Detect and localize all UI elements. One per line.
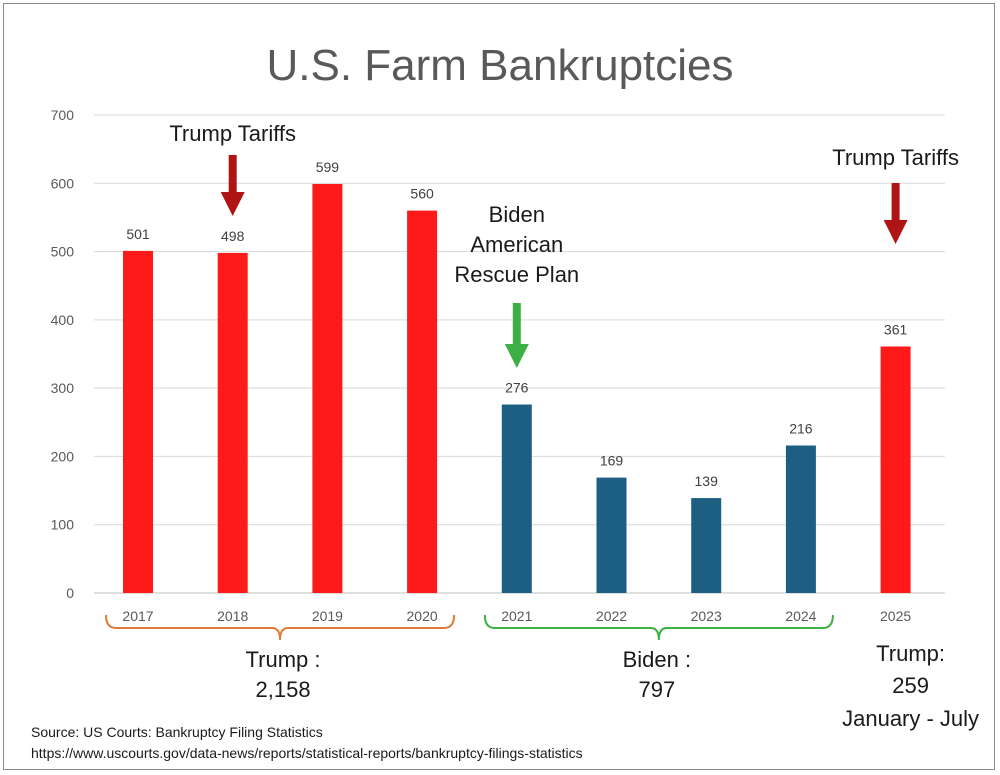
y-tick-label: 100 <box>51 517 75 533</box>
annotation-text: Trump Tariffs <box>832 145 959 170</box>
y-tick-label: 700 <box>51 107 75 123</box>
x-tick-label: 2025 <box>880 608 911 624</box>
group-bracket <box>483 614 834 641</box>
x-tick-label: 2023 <box>691 608 722 624</box>
x-tick-label: 2020 <box>407 608 438 624</box>
x-tick-label: 2021 <box>501 608 532 624</box>
bar-2022 <box>596 477 627 593</box>
bar-2020 <box>407 210 438 593</box>
source-note: Source: US Courts: Bankruptcy Filing Sta… <box>31 724 323 740</box>
y-tick-label: 0 <box>66 585 74 601</box>
bar-2023 <box>691 498 722 593</box>
data-label: 139 <box>695 473 719 489</box>
group-total: 797 <box>638 677 675 702</box>
bar-2025 <box>880 346 911 593</box>
annotation-text: American <box>470 232 563 257</box>
data-label: 169 <box>600 453 624 469</box>
group-period: January - July <box>842 706 979 731</box>
group-label: Trump: <box>876 641 945 666</box>
y-tick-label: 500 <box>51 244 75 260</box>
group-total: 2,158 <box>256 677 311 702</box>
data-label: 498 <box>221 228 245 244</box>
annotation-arrow <box>220 155 245 216</box>
x-tick-label: 2022 <box>596 608 627 624</box>
group-bracket <box>105 614 456 641</box>
annotation-text: Biden <box>489 202 545 227</box>
x-tick-label: 2017 <box>122 608 153 624</box>
bar-2024 <box>785 445 816 593</box>
group-label: Biden : <box>623 647 692 672</box>
data-label: 599 <box>316 159 340 175</box>
chart-frame <box>3 3 995 770</box>
x-tick-label: 2019 <box>312 608 343 624</box>
data-label: 216 <box>789 421 813 437</box>
bar-2017 <box>123 250 153 594</box>
group-total: 259 <box>892 673 929 698</box>
y-tick-label: 300 <box>51 380 75 396</box>
data-label: 501 <box>126 226 150 242</box>
annotation-text: Trump Tariffs <box>169 121 296 146</box>
y-tick-label: 400 <box>51 312 75 328</box>
group-label: Trump : <box>246 647 321 672</box>
y-tick-label: 600 <box>51 175 75 191</box>
annotation-text: Rescue Plan <box>454 262 579 287</box>
data-label: 361 <box>884 321 908 337</box>
x-tick-label: 2024 <box>785 608 816 624</box>
x-tick-label: 2018 <box>217 608 248 624</box>
bar-2019 <box>312 183 343 593</box>
data-label: 560 <box>410 186 434 202</box>
data-label: 276 <box>505 380 529 396</box>
annotation-arrow <box>883 183 908 244</box>
source-url: https://www.uscourts.gov/data-news/repor… <box>31 745 583 761</box>
chart-title: U.S. Farm Bankruptcies <box>266 41 733 90</box>
bar-2018 <box>217 252 248 594</box>
y-tick-label: 200 <box>51 448 75 464</box>
annotation-arrow <box>504 303 529 368</box>
bar-2021 <box>501 404 532 593</box>
